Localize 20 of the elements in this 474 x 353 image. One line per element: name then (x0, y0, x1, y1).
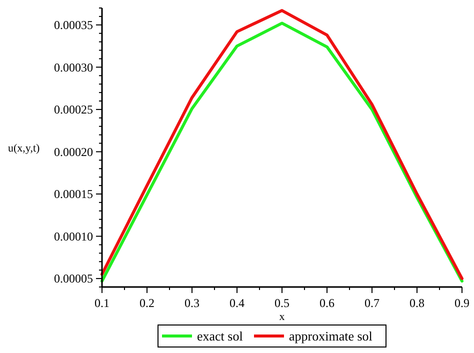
y-tick-label: 0.00020 (54, 144, 93, 159)
x-tick-label: 0.3 (184, 296, 200, 310)
legend-label: exact sol (197, 328, 244, 344)
x-tick-label: 0.4 (230, 296, 244, 310)
y-tick-label: 0.00005 (54, 272, 93, 286)
x-tick-label: 0.5 (274, 296, 290, 310)
y-tick-label: 0.00015 (54, 187, 93, 202)
x-tick-label: 0.9 (454, 296, 470, 310)
x-tick-label: 0.2 (140, 296, 154, 310)
y-tick-label: 0.00025 (54, 102, 93, 117)
x-tick-label: 0.7 (364, 296, 380, 310)
y-tick-label: 0.00035 (54, 18, 93, 32)
x-tick-label: 0.1 (94, 296, 110, 310)
y-tick-label: 0.00030 (54, 60, 93, 74)
legend-label: approximate sol (289, 328, 373, 344)
x-tick-label: 0.6 (320, 296, 334, 310)
y-tick-label: 0.00010 (54, 229, 93, 244)
x-tick-label: 0.8 (410, 296, 424, 310)
x-axis-title: x (279, 311, 286, 323)
y-axis-title: u(x,y,t) (8, 142, 40, 154)
